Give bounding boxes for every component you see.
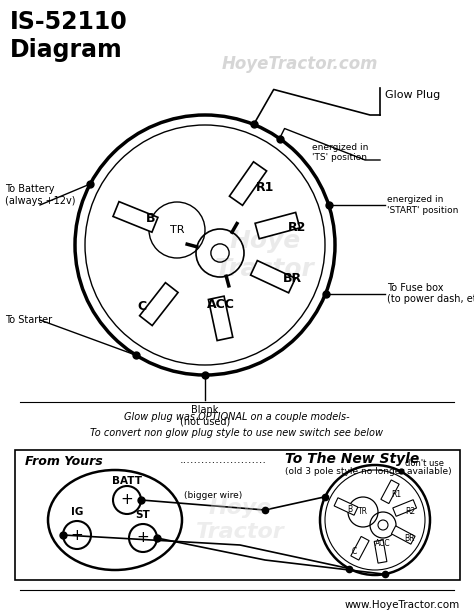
Text: +: + — [120, 493, 133, 507]
Text: BR: BR — [283, 272, 302, 285]
Text: ST: ST — [136, 510, 150, 520]
Text: ........................: ........................ — [180, 455, 267, 465]
Text: To Battery
(always +12v): To Battery (always +12v) — [5, 184, 75, 206]
Text: +: + — [137, 531, 149, 546]
Text: www.HoyeTractor.com: www.HoyeTractor.com — [345, 600, 460, 610]
Text: +: + — [71, 528, 83, 542]
Text: IG: IG — [71, 507, 83, 517]
Text: Hoye
Tractor: Hoye Tractor — [215, 229, 315, 281]
Text: R2: R2 — [287, 221, 306, 234]
Text: To convert non glow plug style to use new switch see below: To convert non glow plug style to use ne… — [91, 428, 383, 438]
Text: Glow Plug: Glow Plug — [385, 90, 440, 100]
Text: HoyeTractor.com: HoyeTractor.com — [222, 55, 378, 73]
Polygon shape — [139, 283, 178, 325]
Polygon shape — [113, 202, 158, 232]
Text: R1: R1 — [391, 490, 401, 499]
Text: (old 3 pole style no longer available): (old 3 pole style no longer available) — [285, 467, 452, 476]
Text: To Starter: To Starter — [5, 315, 52, 325]
Text: IS-52110: IS-52110 — [10, 10, 128, 34]
Text: R2: R2 — [406, 507, 416, 515]
Text: C: C — [138, 300, 147, 312]
Text: ACC: ACC — [375, 539, 391, 548]
Text: Blank
(not used): Blank (not used) — [180, 405, 230, 427]
Polygon shape — [351, 536, 369, 560]
Polygon shape — [393, 500, 417, 517]
Text: From Yours: From Yours — [25, 455, 103, 468]
Text: R1: R1 — [256, 181, 274, 194]
Polygon shape — [374, 540, 387, 563]
Text: TR: TR — [358, 507, 368, 517]
Text: energized in
'START' position: energized in 'START' position — [387, 195, 458, 215]
Polygon shape — [381, 480, 399, 504]
Text: B: B — [146, 212, 155, 226]
Polygon shape — [209, 296, 233, 341]
Text: B: B — [347, 505, 353, 514]
Text: energized in
'TS' position: energized in 'TS' position — [312, 143, 368, 162]
Text: ACC: ACC — [207, 298, 235, 311]
Polygon shape — [255, 212, 300, 239]
Text: Hoye
Tractor: Hoye Tractor — [196, 498, 284, 542]
Text: C: C — [351, 547, 356, 556]
Polygon shape — [251, 261, 295, 293]
Text: (bigger wire): (bigger wire) — [184, 491, 242, 500]
Text: BR: BR — [404, 534, 414, 542]
Text: TR: TR — [170, 225, 184, 235]
Text: don't use: don't use — [405, 459, 444, 469]
Polygon shape — [334, 498, 358, 515]
Text: BATT: BATT — [112, 476, 142, 486]
Text: Diagram: Diagram — [10, 38, 123, 62]
Text: To The New Style: To The New Style — [285, 452, 419, 466]
Text: To Fuse box
(to power dash, etc): To Fuse box (to power dash, etc) — [387, 283, 474, 304]
Polygon shape — [392, 526, 415, 544]
Polygon shape — [229, 162, 266, 205]
Text: Glow plug was OPTIONAL on a couple models-: Glow plug was OPTIONAL on a couple model… — [124, 412, 350, 422]
